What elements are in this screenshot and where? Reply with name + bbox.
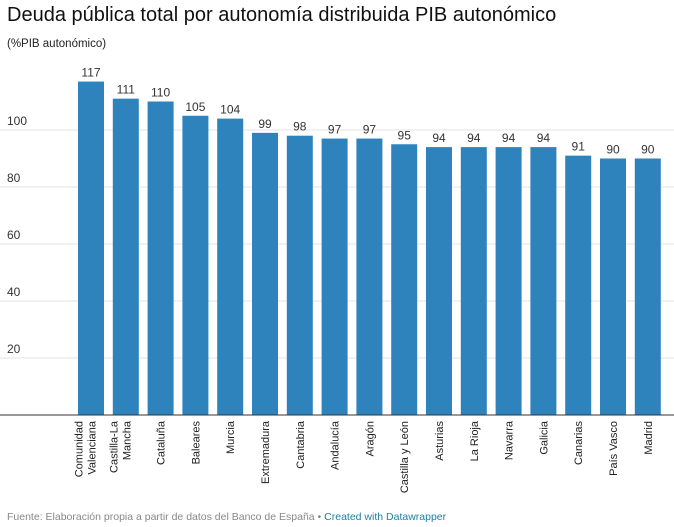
x-tick-label: Cataluña	[156, 420, 168, 465]
data-label: 90	[641, 143, 655, 157]
footer-separator: •	[317, 511, 322, 523]
data-label: 95	[398, 128, 412, 142]
x-tick-label: Canarias	[573, 421, 585, 466]
bar	[112, 98, 139, 416]
data-label: 97	[363, 123, 377, 137]
data-label: 94	[537, 131, 551, 145]
x-tick-label: Extremadura	[260, 420, 272, 484]
x-tick-label: País Vasco	[608, 421, 620, 476]
x-tick-label: Baleares	[190, 421, 202, 465]
bar	[426, 147, 452, 415]
bar	[495, 147, 522, 415]
data-label: 94	[467, 131, 481, 145]
x-tick-label: Andalucía	[330, 420, 342, 470]
bar	[600, 158, 626, 415]
x-tick-label: Castilla-LaMancha	[108, 420, 133, 473]
bar	[78, 81, 104, 416]
chart-subtitle: (%PIB autonómico)	[7, 38, 107, 50]
data-label: 99	[258, 117, 272, 131]
bar	[634, 158, 661, 415]
bar	[391, 144, 418, 415]
x-tick-label: ComunidadValenciana	[74, 420, 99, 477]
bar	[530, 147, 557, 415]
y-tick-label: 40	[7, 285, 21, 299]
source-note: Fuente: Elaboración propia a partir de d…	[7, 511, 315, 523]
data-label: 98	[293, 120, 307, 134]
x-tick-label: Aragón	[364, 421, 376, 456]
bar	[182, 115, 209, 415]
y-tick-label: 80	[7, 171, 21, 185]
bar	[147, 101, 174, 415]
x-tick-label: Navarra	[504, 420, 516, 460]
bar	[321, 138, 348, 416]
x-tick-label: Castilla y León	[399, 421, 411, 493]
footer: Fuente: Elaboración propia a partir de d…	[7, 511, 446, 523]
data-label: 104	[220, 103, 240, 117]
data-label: 90	[606, 143, 620, 157]
x-tick-label: Madrid	[643, 421, 655, 455]
data-label: 94	[432, 131, 446, 145]
x-tick-label: Cantabria	[295, 420, 307, 469]
datawrapper-credit-link[interactable]: Created with Datawrapper	[324, 511, 447, 523]
data-label: 111	[117, 83, 136, 97]
data-label: 105	[185, 100, 205, 114]
bar	[252, 132, 278, 415]
bar	[460, 147, 487, 415]
chart-title: Deuda pública total por autonomía distri…	[7, 4, 557, 26]
data-label: 117	[81, 66, 100, 80]
bar	[356, 138, 383, 416]
bar	[565, 155, 592, 415]
bar	[217, 118, 244, 415]
x-tick-label: La Rioja	[469, 420, 481, 461]
bar	[286, 135, 313, 415]
data-label: 97	[328, 123, 342, 137]
y-tick-label: 20	[7, 342, 21, 356]
x-tick-label: Asturias	[434, 421, 446, 461]
y-tick-label: 100	[7, 114, 27, 128]
data-label: 110	[151, 86, 170, 100]
data-label: 94	[502, 131, 516, 145]
x-tick-label: Galicia	[538, 420, 550, 455]
y-tick-label: 60	[7, 228, 21, 242]
x-tick-label: Murcia	[225, 420, 237, 454]
data-label: 91	[572, 140, 586, 154]
